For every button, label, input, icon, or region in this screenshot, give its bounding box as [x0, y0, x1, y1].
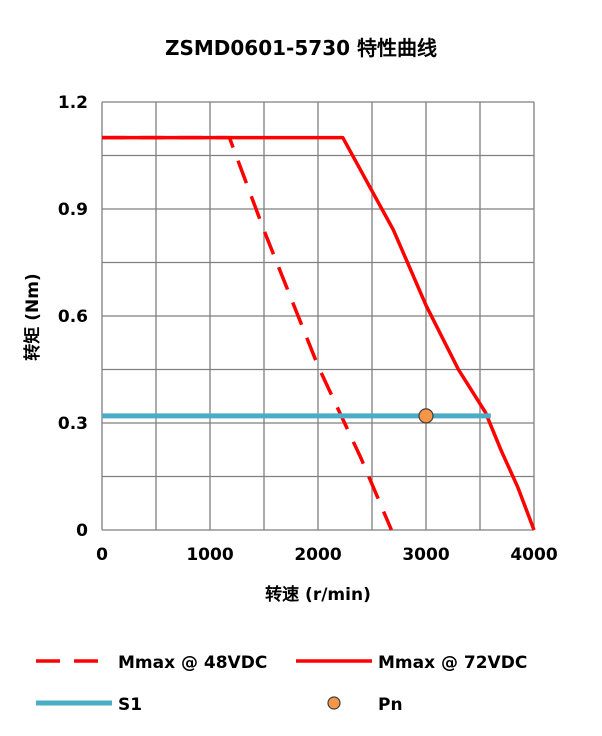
y-tick-label: 1.2 — [58, 93, 88, 113]
data-point-pn — [418, 408, 434, 424]
series — [102, 135, 536, 531]
x-axis-label: 转速 (r/min) — [265, 584, 371, 605]
chart-title: ZSMD0601-5730 特性曲线 — [165, 36, 437, 60]
y-axis-label: 转矩 (Nm) — [22, 273, 43, 360]
x-tick-label: 4000 — [510, 545, 557, 565]
y-tick-label: 0 — [76, 521, 88, 541]
x-tick-label: 3000 — [402, 545, 449, 565]
y-tick-label: 0.9 — [58, 200, 88, 220]
y-tick-label: 0.3 — [58, 414, 88, 434]
legend-label-mmax-72vdc: Mmax @ 72VDC — [378, 653, 527, 673]
x-axis: 0 1000 2000 3000 4000 — [96, 545, 558, 565]
y-axis: 0 0.3 0.6 0.9 1.2 — [58, 93, 88, 541]
legend: Mmax @ 48VDC Mmax @ 72VDC S1 Pn — [36, 653, 527, 715]
grid — [101, 101, 535, 531]
legend-label-mmax-48vdc: Mmax @ 48VDC — [118, 653, 267, 673]
series-line-mmax-72vdc — [102, 135, 536, 531]
legend-marker-pn — [327, 696, 341, 710]
x-tick-label: 0 — [96, 545, 108, 565]
series-line-mmax-48vdc — [102, 135, 394, 531]
legend-label-s1: S1 — [118, 695, 142, 715]
y-tick-label: 0.6 — [58, 307, 88, 327]
x-tick-label: 2000 — [294, 545, 341, 565]
legend-label-pn: Pn — [378, 695, 403, 715]
x-tick-label: 1000 — [186, 545, 233, 565]
